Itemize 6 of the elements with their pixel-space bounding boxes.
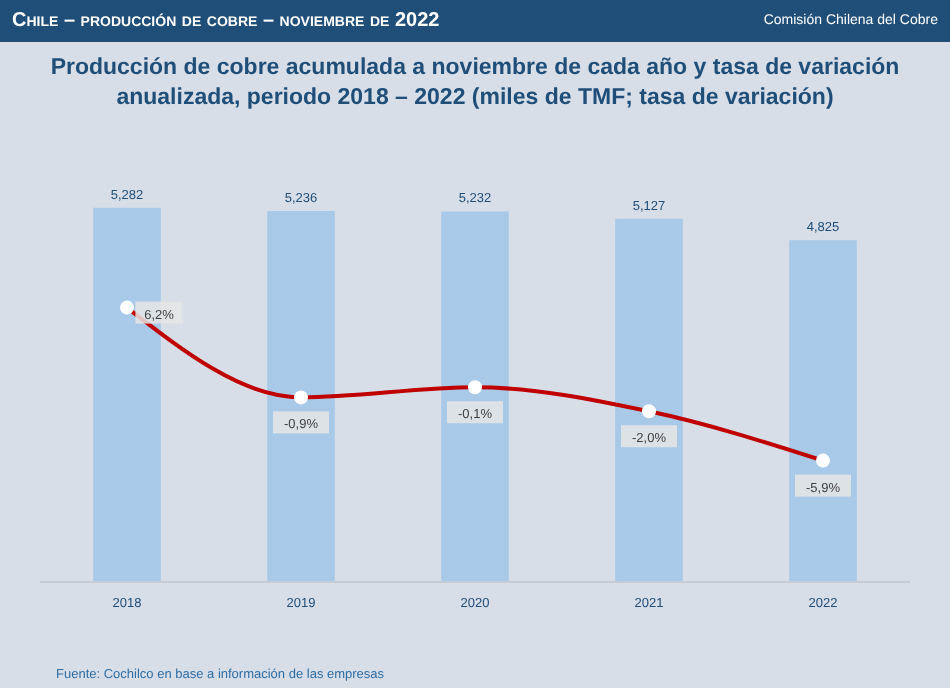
bar <box>441 211 509 583</box>
bar <box>615 218 683 583</box>
bar <box>267 211 335 583</box>
chart-subtitle: Chile – producción de cobre – noviembre de 2022 <box>12 10 440 32</box>
chart-title: Producción de cobre acumulada a noviembre de cada año y tasa de variación anualizada, periodo 2018 – 2022 (miles de TMF; tasa de variación) <box>48 54 902 114</box>
bar <box>789 240 857 583</box>
